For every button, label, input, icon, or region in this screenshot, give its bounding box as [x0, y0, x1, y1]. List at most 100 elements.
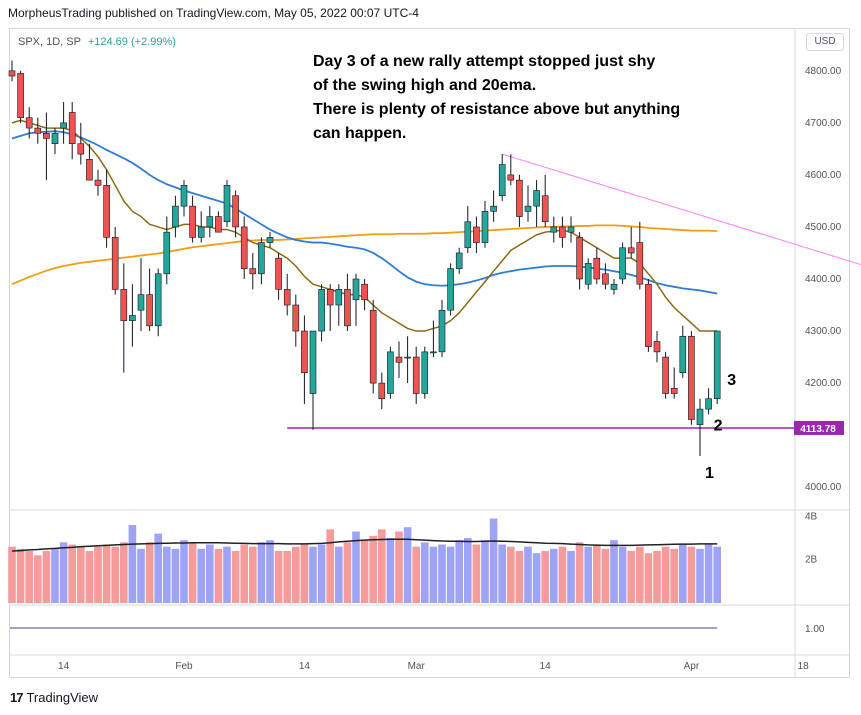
rally-day-label: 2 [714, 417, 723, 434]
volume-bar [481, 540, 489, 603]
y-tick-label: 4500.00 [805, 222, 842, 233]
x-tick-label: Apr [684, 661, 700, 672]
candle-body [498, 164, 506, 197]
volume-bar [137, 548, 145, 603]
volume-bar [145, 542, 154, 603]
candle-body [473, 226, 480, 243]
candle-body [550, 226, 558, 233]
volume-bar [326, 529, 334, 603]
volume-bar [369, 535, 377, 603]
volume-bar [231, 551, 240, 603]
candle-body [593, 257, 601, 280]
candle-body [653, 341, 661, 353]
candle-body [490, 205, 497, 212]
candle-body [215, 216, 222, 233]
volume-bar [679, 544, 687, 603]
candle-body [584, 263, 592, 285]
candle-body [301, 330, 308, 373]
footer-brand: TradingView [26, 690, 99, 705]
volume-bar [257, 542, 266, 603]
candle-body [77, 143, 85, 155]
volume-bar [59, 542, 68, 603]
volume-bar [128, 525, 137, 603]
candle-body [567, 226, 575, 233]
candle-body [447, 268, 454, 311]
volume-bar [25, 551, 33, 603]
candle-body [404, 356, 411, 359]
candle-body [662, 356, 669, 394]
volume-bar [541, 551, 549, 603]
volume-bar [429, 546, 438, 603]
ma200-line [11, 224, 718, 286]
candle-body [602, 273, 609, 285]
volume-bar [636, 546, 644, 603]
candle-body [43, 132, 50, 139]
volume-bar [85, 551, 94, 603]
volume-bar [627, 551, 635, 603]
y-tick-label: 4400.00 [805, 274, 842, 285]
volume-bar [188, 542, 197, 603]
candle-body [34, 127, 42, 134]
footer: 17 TradingView [10, 690, 98, 705]
volume-bar [515, 551, 524, 603]
candle-body [249, 268, 257, 275]
candle-body [283, 289, 291, 306]
volume-bar [550, 548, 558, 603]
volume-bar [558, 546, 567, 603]
volume-tick-label: 2B [805, 555, 818, 566]
candle-body [559, 226, 566, 238]
symbol-label: SPX, 1D, SP [18, 36, 81, 48]
currency-button[interactable]: USD [806, 33, 844, 51]
volume-bar [524, 546, 532, 603]
annotation-line: of the swing high and 20ema. [313, 77, 537, 94]
chart-frame [9, 28, 850, 678]
candle-body [627, 247, 635, 254]
candle-body [507, 174, 515, 181]
candle-body [713, 330, 721, 400]
volume-bar [34, 555, 42, 603]
volume-bar [77, 546, 85, 603]
candle-body [455, 252, 463, 269]
x-tick-label: Feb [175, 661, 193, 672]
candle-body [464, 221, 472, 249]
rally-day-label: 3 [727, 372, 736, 389]
candle-body [705, 398, 712, 410]
candle-body [524, 205, 532, 212]
candle-body [292, 304, 300, 332]
volume-bar [214, 548, 223, 603]
volume-bar [120, 542, 128, 603]
volume-bar [300, 544, 309, 603]
candle-body [180, 185, 188, 207]
y-tick-label: 4800.00 [805, 66, 842, 77]
volume-bar [713, 546, 721, 603]
x-tick-label: 14 [299, 661, 311, 672]
volume-bar [661, 546, 670, 603]
volume-bar [163, 546, 171, 603]
candle-body [60, 122, 67, 129]
volume-bar [687, 546, 696, 603]
candle-body [541, 195, 549, 223]
volume-bar [567, 551, 575, 603]
volume-bar [498, 544, 506, 603]
x-tick-label: 14 [540, 661, 552, 672]
candle-body [318, 289, 325, 332]
resistance-trendline [502, 153, 861, 266]
candle-body [51, 132, 59, 144]
candle-body [189, 205, 196, 238]
candle-body [670, 387, 678, 394]
candle-body [172, 205, 179, 228]
candle-body [146, 294, 153, 327]
candle-body [369, 309, 377, 384]
candle-body [335, 289, 343, 306]
volume-bar [283, 551, 291, 603]
volume-bar [618, 546, 627, 603]
candle-body [679, 335, 687, 373]
indicator-tick-label: 1.00 [805, 624, 825, 635]
candle-body [94, 179, 102, 186]
volume-bar [489, 518, 498, 603]
volume-bar [8, 546, 16, 603]
y-tick-label: 4000.00 [805, 482, 842, 493]
candle-body [240, 226, 248, 269]
volume-bar [42, 551, 51, 603]
annotation-line: can happen. [313, 125, 407, 142]
